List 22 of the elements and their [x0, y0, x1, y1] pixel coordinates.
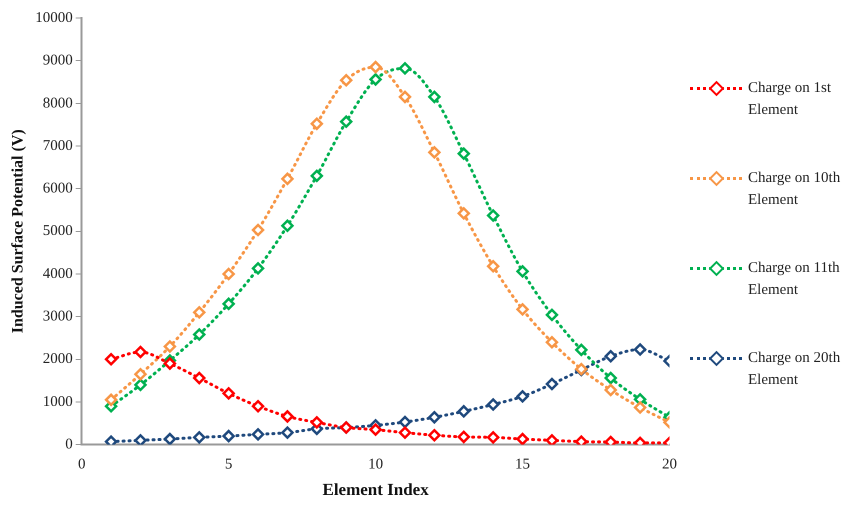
y-tick-label: 4000	[42, 266, 73, 282]
y-tick-label: 9000	[42, 52, 73, 69]
legend-label: Charge on 20th Element	[748, 349, 842, 390]
legend-label: Charge on 11th Element	[748, 259, 841, 300]
legend-label: Charge on 10th Element	[748, 169, 842, 210]
x-tick-label: 5	[224, 456, 232, 473]
x-tick-label: 10	[368, 456, 384, 473]
y-tick-label: 7000	[42, 138, 73, 154]
y-tick-label: 0	[65, 436, 73, 453]
y-tick-label: 6000	[42, 180, 73, 197]
x-tick-label: 0	[78, 456, 86, 473]
y-tick-label: 3000	[42, 308, 73, 325]
x-axis-title: Element Index	[322, 480, 430, 500]
y-tick-label: 1000	[42, 394, 73, 410]
y-axis-title: Induced Surface Potential (V)	[10, 129, 27, 334]
y-tick-label: 8000	[42, 95, 73, 112]
legend-label: Charge on 1st Element	[748, 79, 832, 120]
x-tick-label: 15	[515, 456, 530, 473]
y-tick-label: 2000	[42, 351, 73, 368]
y-tick-label: 10000	[35, 10, 73, 26]
y-tick-label: 5000	[42, 223, 73, 240]
x-tick-label: 20	[662, 456, 677, 473]
